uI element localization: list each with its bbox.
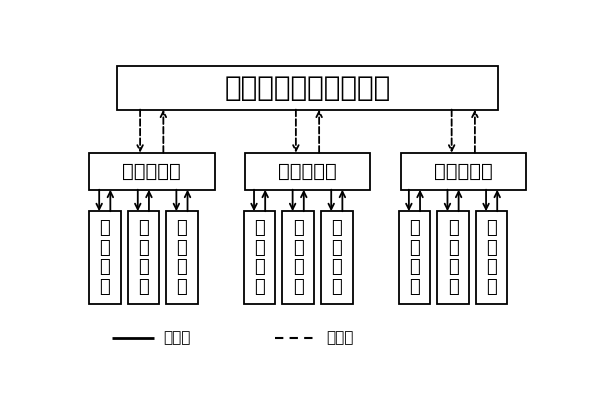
Text: 负荷聚合商: 负荷聚合商	[122, 162, 181, 181]
Text: 智
能
楼
宇: 智 能 楼 宇	[331, 219, 342, 296]
FancyBboxPatch shape	[89, 153, 215, 190]
FancyBboxPatch shape	[398, 211, 430, 304]
Text: 智
能
楼
宇: 智 能 楼 宇	[409, 219, 420, 296]
Text: 负荷聚合商: 负荷聚合商	[434, 162, 493, 181]
Text: 智
能
楼
宇: 智 能 楼 宇	[176, 219, 187, 296]
FancyBboxPatch shape	[476, 211, 508, 304]
FancyBboxPatch shape	[128, 211, 159, 304]
Text: 智
能
楼
宇: 智 能 楼 宇	[293, 219, 304, 296]
FancyBboxPatch shape	[244, 211, 275, 304]
Text: 电力公司优化交易平台: 电力公司优化交易平台	[224, 74, 391, 102]
FancyBboxPatch shape	[437, 211, 469, 304]
Text: 控制流: 控制流	[163, 330, 191, 345]
Text: 智
能
楼
宇: 智 能 楼 宇	[486, 219, 497, 296]
FancyBboxPatch shape	[321, 211, 353, 304]
FancyBboxPatch shape	[283, 211, 314, 304]
FancyBboxPatch shape	[166, 211, 198, 304]
FancyBboxPatch shape	[117, 66, 498, 110]
Text: 负荷聚合商: 负荷聚合商	[278, 162, 337, 181]
Text: 智
能
楼
宇: 智 能 楼 宇	[448, 219, 458, 296]
Text: 智
能
楼
宇: 智 能 楼 宇	[100, 219, 110, 296]
FancyBboxPatch shape	[89, 211, 121, 304]
Text: 智
能
楼
宇: 智 能 楼 宇	[138, 219, 149, 296]
FancyBboxPatch shape	[245, 153, 370, 190]
Text: 信息流: 信息流	[326, 330, 353, 345]
Text: 智
能
楼
宇: 智 能 楼 宇	[254, 219, 265, 296]
FancyBboxPatch shape	[401, 153, 526, 190]
